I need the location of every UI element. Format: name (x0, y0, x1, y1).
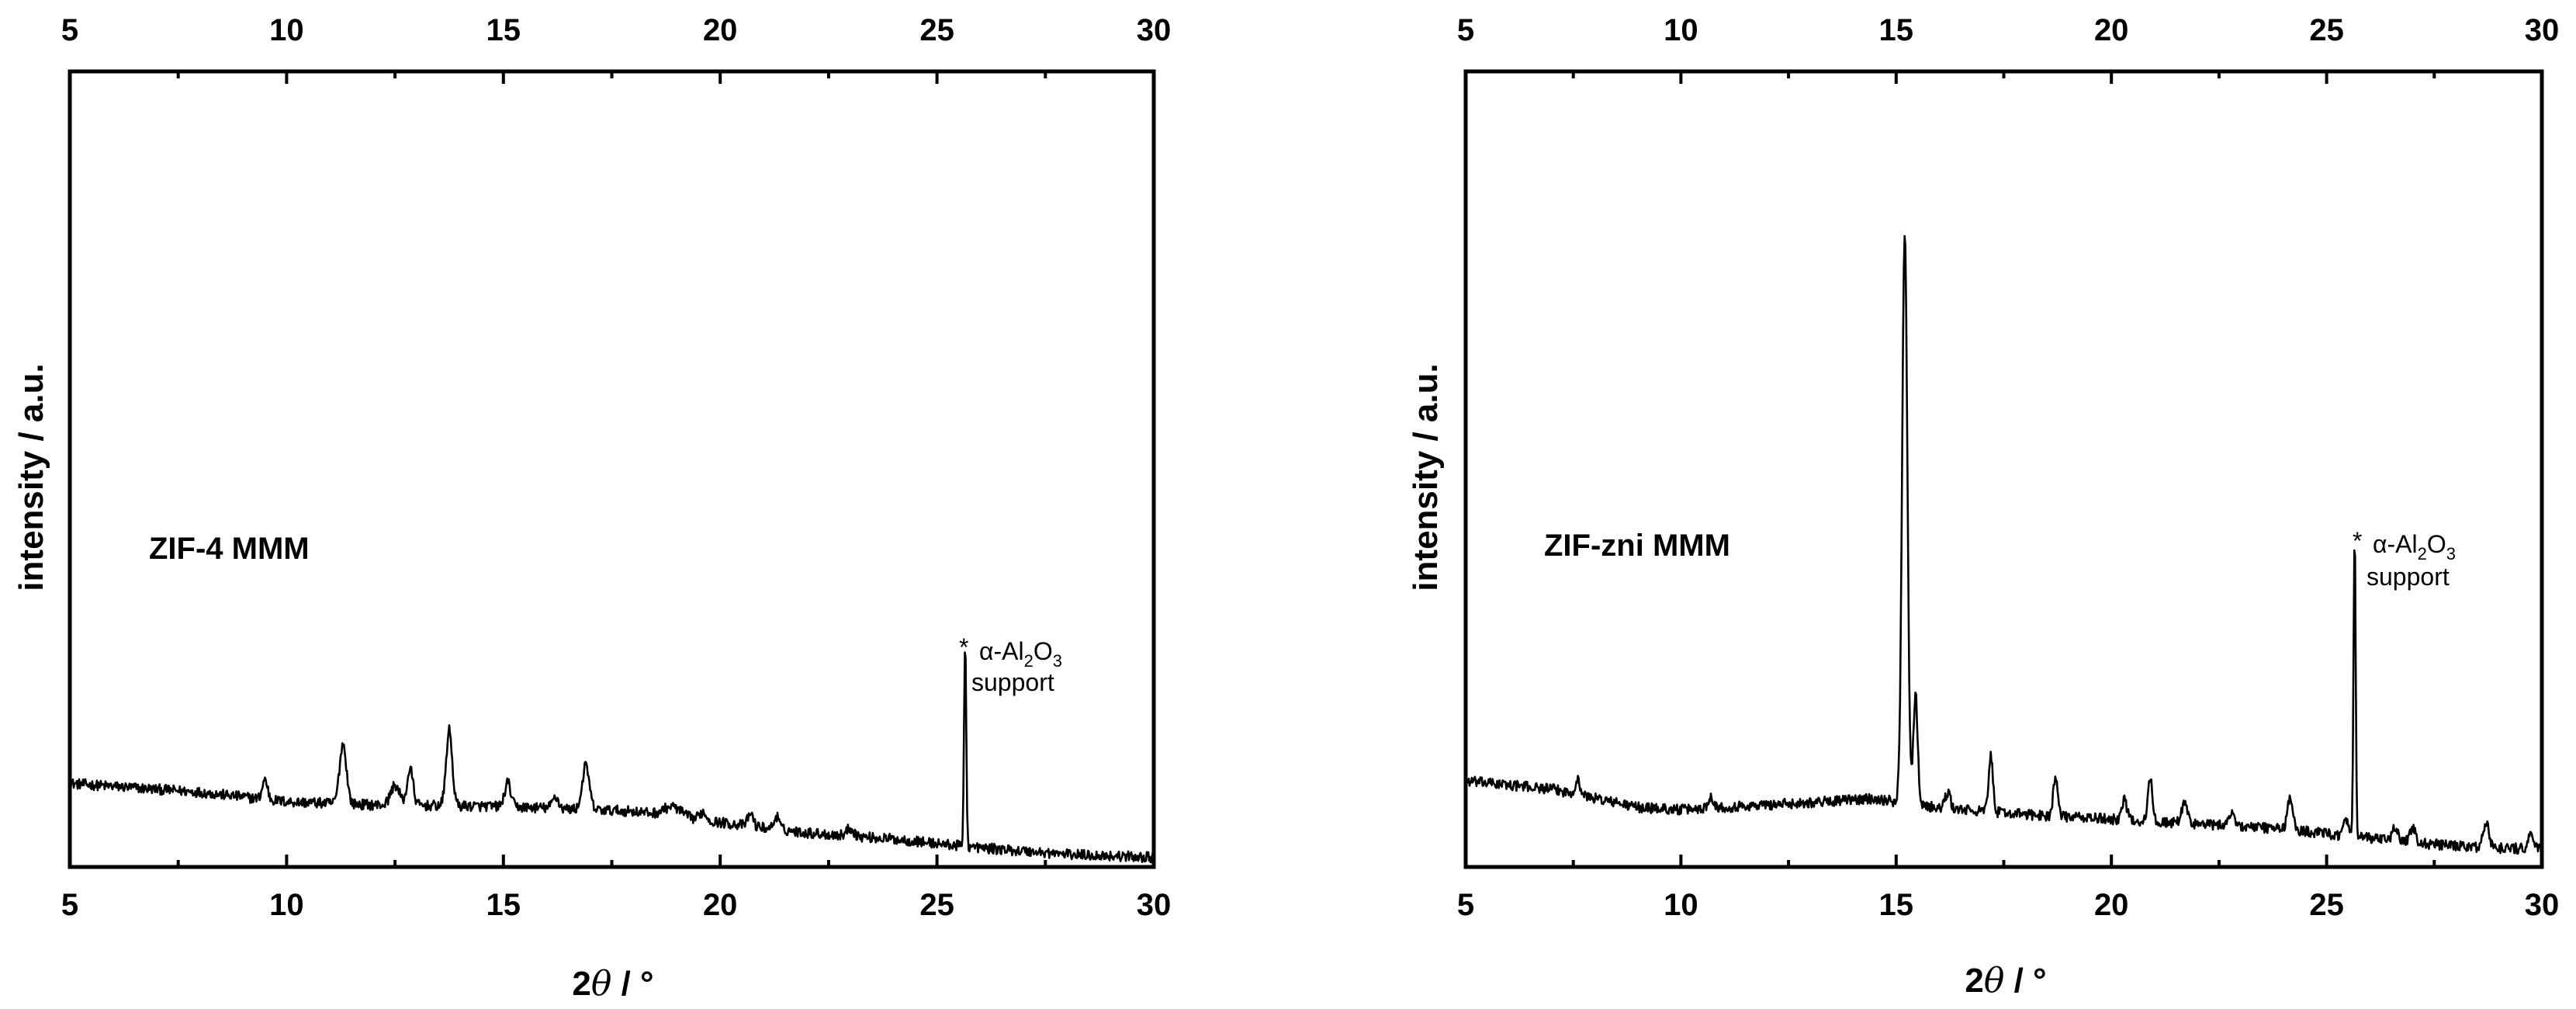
x-tick-label: 10 (269, 888, 304, 922)
top-tick-label: 30 (1137, 13, 1172, 47)
x-tick-label: 25 (2309, 888, 2344, 922)
annotation-star: * (2353, 527, 2362, 555)
top-tick-label: 20 (703, 13, 738, 47)
y-axis-label: intensity / a.u. (1407, 363, 1445, 591)
chart-panel-zif4: 5 5 10 10 15 15 20 20 25 25 30 30 ZIF-4 MMM * α-Al2… (12, 13, 1171, 1004)
tick-group: 5 5 10 10 15 15 20 20 25 25 30 30 (61, 13, 1171, 922)
top-tick-label: 30 (2525, 13, 2560, 47)
annotation-formula: α-Al2O3 (979, 637, 1062, 671)
x-tick-label: 20 (2094, 888, 2129, 922)
top-tick-label: 5 (61, 13, 78, 47)
chart-panel-zifzni: 5 5 10 10 15 15 20 20 25 25 30 30 ZIF-zni MMM * α-A… (1407, 13, 2559, 1000)
sample-label: ZIF-zni MMM (1544, 529, 1730, 563)
x-tick-label: 5 (61, 888, 78, 922)
x-tick-label: 30 (1137, 888, 1172, 922)
annotation-support: support (2367, 563, 2450, 591)
y-axis-label: intensity / a.u. (12, 363, 50, 591)
support-annotation: * α-Al2O3 support (2353, 527, 2456, 591)
top-tick-label: 25 (919, 13, 954, 47)
top-tick-label: 10 (1664, 13, 1698, 47)
top-tick-label: 15 (486, 13, 521, 47)
annotation-support: support (971, 668, 1054, 696)
x-tick-label: 15 (486, 888, 521, 922)
series-line-zif4 (69, 651, 1155, 864)
x-axis-label: 2θ / ° (1965, 961, 2046, 1000)
top-tick-label: 15 (1879, 13, 1914, 47)
x-tick-label: 5 (1457, 888, 1474, 922)
annotation-formula: α-Al2O3 (2373, 530, 2456, 563)
x-tick-label: 30 (2525, 888, 2560, 922)
x-tick-label: 15 (1879, 888, 1914, 922)
series-line-zifzni (1464, 234, 2543, 855)
x-axis-label: 2θ / ° (572, 964, 653, 1004)
support-annotation: * α-Al2O3 support (959, 633, 1062, 696)
x-tick-label: 10 (1664, 888, 1698, 922)
plot-frame (68, 69, 1156, 869)
top-tick-label: 5 (1457, 13, 1474, 47)
annotation-star: * (959, 633, 968, 661)
top-tick-label: 20 (2094, 13, 2129, 47)
top-tick-label: 25 (2309, 13, 2344, 47)
sample-label: ZIF-4 MMM (149, 532, 310, 566)
x-tick-label: 25 (919, 888, 954, 922)
plot-frame (1463, 69, 2544, 869)
top-tick-label: 10 (269, 13, 304, 47)
tick-group: 5 5 10 10 15 15 20 20 25 25 30 30 (1457, 13, 2559, 922)
x-tick-label: 20 (703, 888, 738, 922)
